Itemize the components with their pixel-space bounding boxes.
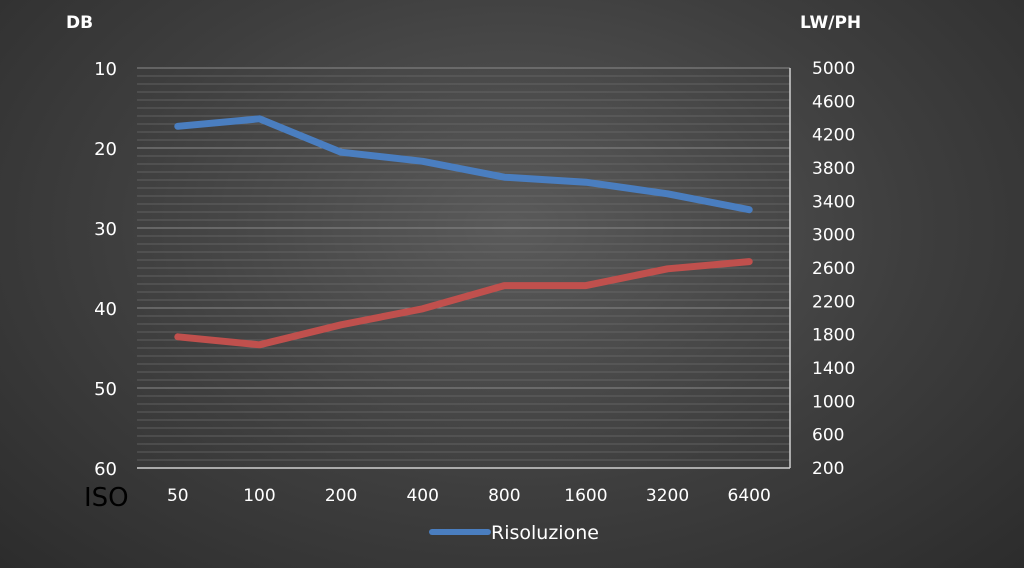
right-tick-label: 600 xyxy=(812,426,844,446)
series-line-series-2 xyxy=(174,258,753,349)
series-line-risoluzione xyxy=(174,115,753,214)
x-tick-label: 200 xyxy=(325,486,357,506)
left-tick-label: 30 xyxy=(94,219,117,240)
left-axis-title: DB xyxy=(66,13,93,33)
x-axis-ticks: 50 100 200 400 800 1600 3200 6400 xyxy=(167,486,771,506)
right-tick-label: 2200 xyxy=(812,292,855,312)
right-tick-label: 1000 xyxy=(812,392,855,412)
left-tick-label: 50 xyxy=(94,379,117,400)
right-tick-label: 200 xyxy=(812,459,844,479)
right-axis-title: LW/PH xyxy=(800,13,861,33)
x-tick-label: 6400 xyxy=(728,486,771,506)
right-tick-label: 2600 xyxy=(812,259,855,279)
x-tick-label: 50 xyxy=(167,486,189,506)
x-tick-label: 3200 xyxy=(646,486,689,506)
right-tick-label: 4200 xyxy=(812,126,855,146)
right-tick-label: 1800 xyxy=(812,326,855,346)
x-tick-label: 400 xyxy=(406,486,438,506)
right-tick-label: 3000 xyxy=(812,226,855,246)
left-tick-label: 10 xyxy=(94,59,117,80)
left-tick-label: 20 xyxy=(94,139,117,160)
legend: Risoluzione xyxy=(429,522,599,544)
legend-label-risoluzione: Risoluzione xyxy=(491,522,599,544)
series-lines xyxy=(174,115,753,349)
x-tick-label: 100 xyxy=(243,486,275,506)
right-axis-ticks: 200 600 1000 1400 1800 2200 2600 3000 3400 3800 42… xyxy=(812,59,855,479)
gridlines xyxy=(137,67,790,461)
x-tick-label: 800 xyxy=(488,486,520,506)
right-tick-label: 1400 xyxy=(812,359,855,379)
left-axis-ticks: 10 20 30 40 50 60 xyxy=(94,59,117,480)
right-tick-label: 5000 xyxy=(812,59,855,79)
right-tick-label: 3400 xyxy=(812,192,855,212)
right-tick-label: 4600 xyxy=(812,92,855,112)
left-tick-label: 60 xyxy=(94,459,117,480)
x-tick-label: 1600 xyxy=(564,486,607,506)
left-tick-label: 40 xyxy=(94,299,117,320)
axes xyxy=(137,68,791,469)
right-tick-label: 3800 xyxy=(812,159,855,179)
x-axis-corner-label: ISO xyxy=(84,483,129,513)
